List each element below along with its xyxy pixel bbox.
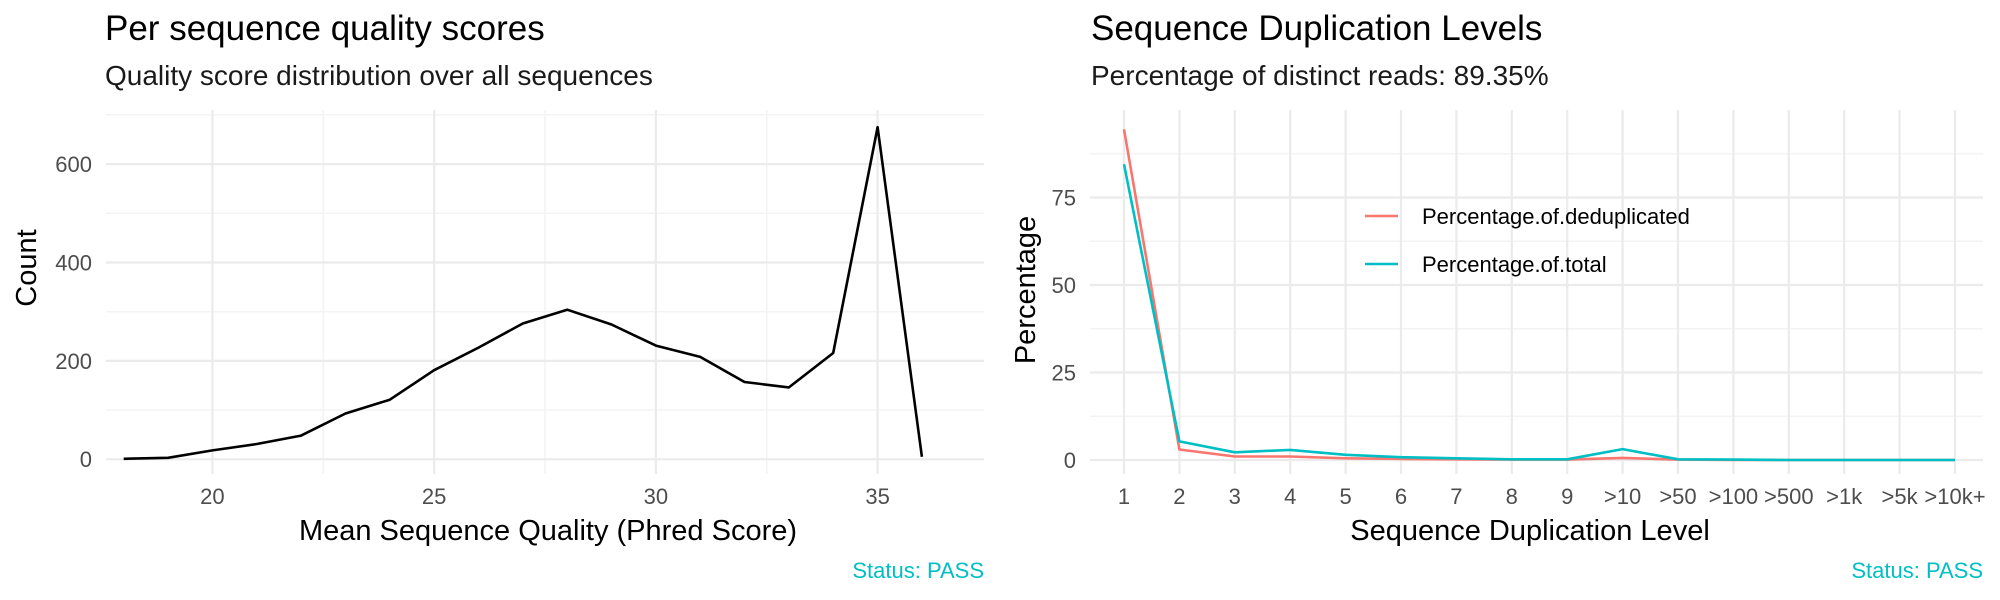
quality-status-label: Status: PASS xyxy=(852,558,984,583)
duplication-y-tick-label: 75 xyxy=(1052,186,1076,211)
duplication-x-tick-label: 2 xyxy=(1173,484,1185,509)
quality-x-tick-label: 20 xyxy=(200,484,224,509)
duplication-y-tick-label: 25 xyxy=(1052,361,1076,386)
duplication-x-tick-label: >10 xyxy=(1604,484,1641,509)
duplication-grid xyxy=(1090,110,1983,474)
duplication-series-line-1 xyxy=(1122,129,1955,462)
duplication-legend: Percentage.of.deduplicated Percentage.of.… xyxy=(1365,204,1690,277)
quality-x-tick-label: 25 xyxy=(422,484,446,509)
duplication-x-tick-label: >10k+ xyxy=(1924,484,1985,509)
duplication-x-tick-label: 6 xyxy=(1395,484,1407,509)
duplication-series-line-2 xyxy=(1122,164,1955,462)
duplication-x-tick-label: 9 xyxy=(1561,484,1573,509)
duplication-x-tick-label: >5k xyxy=(1882,484,1919,509)
quality-grid xyxy=(106,110,984,474)
quality-chart-title: Per sequence quality scores xyxy=(105,9,545,48)
duplication-x-tick-label: 5 xyxy=(1339,484,1351,509)
quality-x-axis-label: Mean Sequence Quality (Phred Score) xyxy=(299,515,797,547)
legend-label-2: Percentage.of.total xyxy=(1422,252,1607,277)
duplication-x-tick-label: 8 xyxy=(1506,484,1518,509)
quality-y-tick-label: 200 xyxy=(55,349,92,374)
duplication-x-tick-label: 1 xyxy=(1118,484,1130,509)
duplication-x-tick-label: >500 xyxy=(1764,484,1814,509)
quality-y-tick-label: 0 xyxy=(80,447,92,472)
duplication-chart-subtitle: Percentage of distinct reads: 89.35% xyxy=(1091,60,1549,91)
duplication-series xyxy=(1122,129,1955,462)
duplication-x-tick-label: 7 xyxy=(1450,484,1462,509)
duplication-x-tick-label: >100 xyxy=(1709,484,1759,509)
quality-count-line xyxy=(123,125,924,461)
quality-chart-subtitle: Quality score distribution over all sequ… xyxy=(105,60,653,91)
quality-y-tick-label: 400 xyxy=(55,250,92,275)
duplication-status-label: Status: PASS xyxy=(1851,558,1983,583)
quality-tick-labels: 20 25 30 35 0 200 400 600 xyxy=(55,152,890,509)
duplication-panel: 1 2 3 4 5 6 7 8 9 >10 >50 >100 >500 >1k >5k >10k+ 0 25 50 7… xyxy=(1010,9,1986,583)
quality-panel: 20 25 30 35 0 200 400 600 Per sequence quality … xyxy=(11,9,984,583)
duplication-y-tick-label: 50 xyxy=(1052,273,1076,298)
duplication-x-tick-label: >50 xyxy=(1659,484,1696,509)
quality-y-axis-label: Count xyxy=(11,229,43,306)
duplication-x-tick-label: >1k xyxy=(1826,484,1863,509)
quality-series xyxy=(123,125,924,461)
duplication-y-tick-label: 0 xyxy=(1064,448,1076,473)
legend-label-1: Percentage.of.deduplicated xyxy=(1422,204,1690,229)
duplication-y-axis-label: Percentage xyxy=(1010,216,1042,364)
duplication-x-tick-label: 4 xyxy=(1284,484,1296,509)
quality-y-tick-label: 600 xyxy=(55,152,92,177)
duplication-x-axis-label: Sequence Duplication Level xyxy=(1350,515,1710,547)
quality-x-tick-label: 30 xyxy=(644,484,668,509)
duplication-chart-title: Sequence Duplication Levels xyxy=(1091,9,1542,48)
duplication-x-tick-label: 3 xyxy=(1229,484,1241,509)
duplication-tick-labels: 1 2 3 4 5 6 7 8 9 >10 >50 >100 >500 >1k >5k >10k+ 0 25 50 7… xyxy=(1052,186,1986,510)
quality-x-tick-label: 35 xyxy=(865,484,889,509)
